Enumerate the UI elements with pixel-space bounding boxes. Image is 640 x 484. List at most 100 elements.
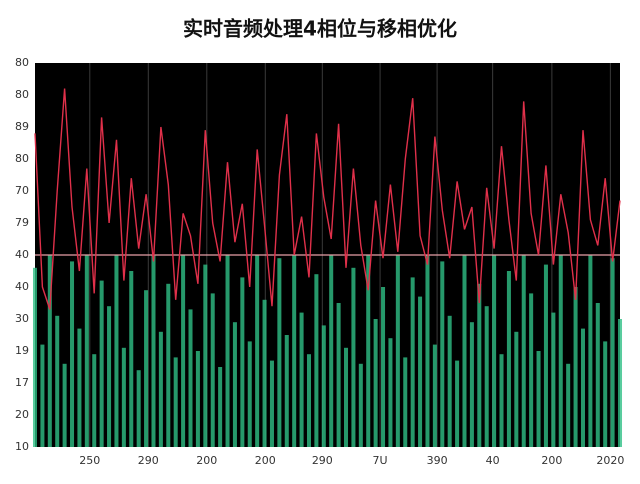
bar [440, 261, 445, 447]
bar [299, 312, 304, 447]
bar [92, 354, 97, 447]
bar [62, 363, 67, 447]
bar [595, 303, 600, 447]
x-tick-label: 200 [541, 454, 562, 467]
y-tick-label: 40 [15, 248, 29, 261]
bar [469, 322, 474, 447]
bar [47, 255, 52, 447]
bar [136, 370, 141, 447]
bar [558, 255, 563, 447]
bar [329, 255, 334, 447]
bar [551, 312, 556, 447]
bar [403, 357, 408, 447]
y-tick-label: 79 [15, 216, 29, 229]
bar [610, 258, 615, 447]
bar [306, 354, 311, 447]
bar [262, 299, 267, 447]
bar [181, 255, 186, 447]
bar [617, 319, 623, 447]
bar [358, 363, 363, 447]
y-tick-label: 40 [15, 280, 29, 293]
bar [232, 322, 237, 447]
bar [506, 271, 511, 447]
bar [269, 360, 274, 447]
bar [32, 267, 38, 447]
bar [77, 328, 82, 447]
bar [40, 344, 45, 447]
bar [447, 315, 452, 447]
bar [277, 258, 282, 447]
bar [418, 296, 423, 447]
bar [218, 367, 223, 447]
bar [284, 335, 289, 447]
bar [151, 255, 156, 447]
bar [492, 255, 497, 447]
y-tick-label: 20 [15, 408, 29, 421]
bar [543, 264, 548, 447]
bar [166, 283, 171, 447]
bar [84, 255, 89, 447]
bar [580, 328, 585, 447]
bar [336, 303, 341, 447]
bar [210, 293, 215, 447]
bar [588, 255, 593, 447]
bar [410, 277, 415, 447]
bar [566, 363, 571, 447]
bar [381, 287, 386, 447]
bar [144, 290, 149, 447]
bar [573, 287, 578, 447]
bar [70, 261, 75, 447]
y-tick-label: 70 [15, 184, 29, 197]
x-tick-label: 290 [138, 454, 159, 467]
bar [188, 309, 193, 447]
bar [203, 264, 208, 447]
bar [514, 331, 519, 447]
bar [432, 344, 437, 447]
x-tick-label: 290 [312, 454, 333, 467]
y-tick-label: 19 [15, 344, 29, 357]
bar [107, 306, 112, 447]
bar [240, 277, 245, 447]
bar [55, 315, 60, 447]
bar [158, 331, 163, 447]
bar [521, 255, 526, 447]
bar [477, 283, 482, 447]
bar [321, 325, 326, 447]
bar [455, 360, 460, 447]
bar [247, 341, 252, 447]
y-tick-label: 89 [15, 120, 29, 133]
bar [388, 338, 393, 447]
bar [425, 255, 430, 447]
bar [114, 255, 119, 447]
x-tick-label: 2020 [596, 454, 624, 467]
y-tick-label: 17 [15, 376, 29, 389]
x-tick-label: 390 [427, 454, 448, 467]
bar [173, 357, 178, 447]
bar [351, 267, 356, 447]
bar [462, 255, 467, 447]
bar [129, 271, 134, 447]
bar [395, 255, 400, 447]
chart-title: 实时音频处理4相位与移相优化 [183, 17, 457, 41]
x-tick-label: 7U [373, 454, 388, 467]
bar [373, 319, 378, 447]
bar [344, 347, 349, 447]
bar [121, 347, 126, 447]
bar [366, 255, 371, 447]
y-tick-label: 80 [15, 56, 29, 69]
y-tick-label: 30 [15, 312, 29, 325]
bar [603, 341, 608, 447]
bar [499, 354, 504, 447]
x-tick-label: 250 [79, 454, 100, 467]
y-tick-label: 80 [15, 152, 29, 165]
bar [292, 255, 297, 447]
y-tick-label: 10 [15, 440, 29, 453]
bar [484, 306, 489, 447]
y-tick-label: 80 [15, 88, 29, 101]
x-tick-label: 200 [196, 454, 217, 467]
bar [255, 255, 260, 447]
x-tick-label: 40 [486, 454, 500, 467]
bar [314, 274, 319, 447]
bar [225, 255, 230, 447]
